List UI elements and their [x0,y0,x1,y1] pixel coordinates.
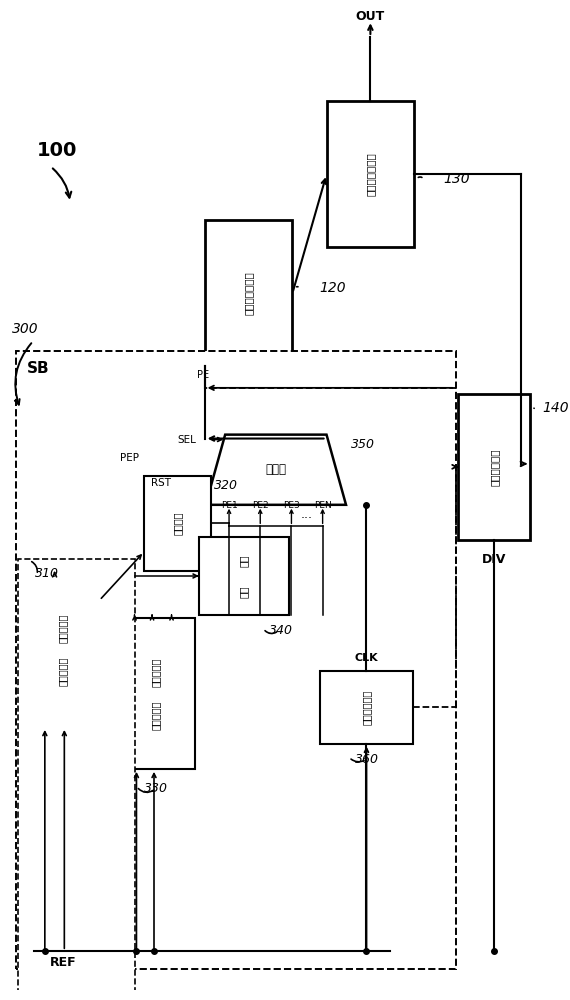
Bar [458,394,530,540]
Bar [199,537,288,615]
Text: PE1: PE1 [221,501,238,510]
Text: 单元: 单元 [239,585,249,598]
Text: 120: 120 [320,281,347,295]
Bar [15,351,456,969]
Text: 360: 360 [355,753,378,766]
Text: 140: 140 [542,401,568,415]
Text: 低分辨率相: 低分辨率相 [58,614,67,643]
Text: 300: 300 [12,322,38,336]
Bar [117,618,195,769]
Text: 数字回路滤波器: 数字回路滤波器 [243,271,254,315]
Text: REF: REF [50,956,77,969]
Bar [205,220,292,366]
Text: 系数: 系数 [239,554,249,567]
Text: CLK: CLK [355,653,378,663]
Bar [25,573,99,727]
Text: 数字控制振荡器: 数字控制振荡器 [365,153,376,196]
Text: 100: 100 [37,141,78,160]
Text: 310: 310 [35,567,59,580]
Text: 340: 340 [268,624,293,637]
Text: 累加单元: 累加单元 [172,512,182,535]
Bar [320,671,413,744]
Text: PE3: PE3 [283,501,300,510]
Text: 350: 350 [351,438,375,451]
Text: 高分辨率相: 高分辨率相 [151,657,161,687]
Text: 除数切换单元: 除数切换单元 [361,689,372,725]
Text: 差检测单元: 差检测单元 [58,657,67,686]
Text: DIV: DIV [482,553,506,566]
Text: 差检测单元: 差检测单元 [151,700,161,730]
Bar [144,476,210,571]
Text: OUT: OUT [356,10,385,23]
Text: 130: 130 [443,172,470,186]
Text: 选择器: 选择器 [266,463,286,476]
Text: SEL: SEL [177,435,196,445]
Text: 320: 320 [214,479,238,492]
Text: SB: SB [27,361,50,376]
Text: 可程序除频器: 可程序除频器 [489,448,499,486]
Polygon shape [206,435,346,505]
Bar [327,101,414,247]
Text: PE2: PE2 [252,501,268,510]
Text: 330: 330 [144,782,168,795]
Text: RST: RST [151,478,171,488]
Bar [18,559,135,1000]
Text: PEP: PEP [120,453,140,463]
Text: ...: ... [301,508,313,521]
Text: PE: PE [197,370,209,380]
Text: PEN: PEN [314,501,332,510]
